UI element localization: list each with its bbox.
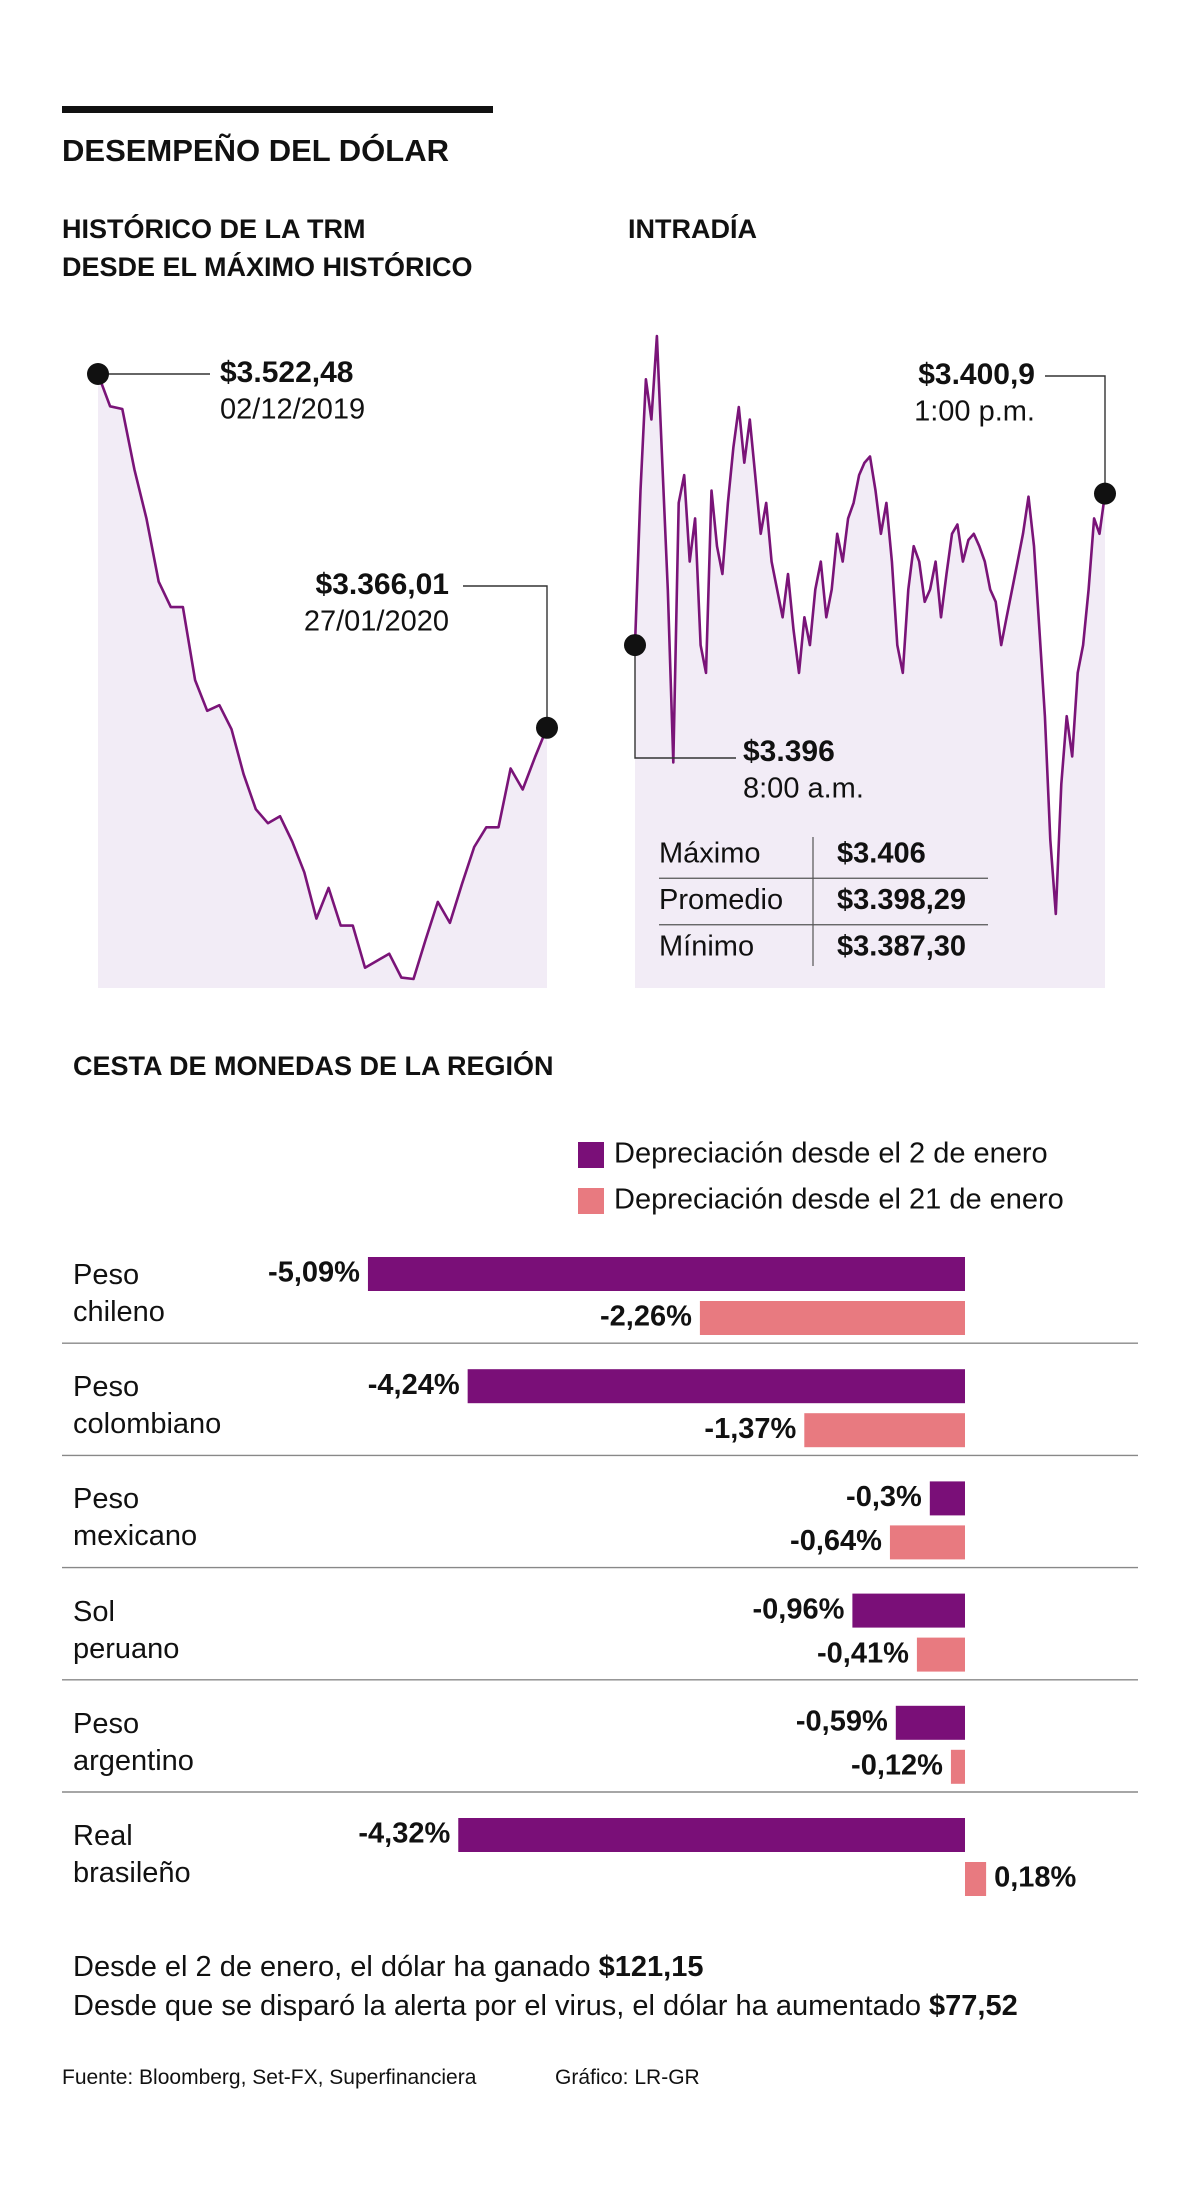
source: Fuente: Bloomberg, Set-FX, Superfinancie… (62, 2066, 477, 2089)
value-label: -1,37% (704, 1413, 796, 1445)
note-amount: $121,15 (598, 1951, 704, 1983)
value-label: -2,26% (600, 1301, 692, 1333)
date-label: 02/12/2019 (220, 394, 365, 426)
note-text: Desde el 2 de enero, el dólar ha ganado (73, 1951, 591, 1983)
value-label: $3.400,9 (918, 358, 1035, 391)
point (1094, 482, 1116, 505)
value-label: -0,41% (817, 1637, 909, 1669)
note: Desde el 2 de enero, el dólar ha ganado … (73, 1951, 703, 1984)
leader-line (634, 645, 736, 759)
category-label: Peso colombiano (73, 1371, 222, 1441)
bar (804, 1413, 965, 1448)
value-label: 0,18% (994, 1862, 1076, 1894)
bar (929, 1481, 965, 1516)
table-label: Promedio (659, 884, 783, 916)
bar (852, 1593, 965, 1628)
legend-swatch (578, 1188, 604, 1214)
point (624, 634, 646, 657)
table-value: $3.387,30 (837, 931, 966, 963)
leader-line (463, 585, 548, 728)
page-title: DESEMPEÑO DEL DÓLAR (62, 132, 449, 168)
area (98, 374, 547, 988)
date-label: 8:00 a.m. (743, 773, 864, 805)
credit: Gráfico: LR-GR (555, 2066, 700, 2089)
bar (889, 1525, 965, 1560)
category-label: Peso chileno (73, 1259, 165, 1328)
point (536, 716, 558, 739)
category-label: Sol peruano (73, 1595, 180, 1665)
category-label: Peso mexicano (73, 1483, 198, 1553)
note-amount: $77,52 (929, 1990, 1018, 2022)
category-label: Peso argentino (73, 1707, 194, 1777)
date-label: 27/01/2020 (304, 606, 449, 638)
bar (916, 1637, 965, 1672)
value-label: -5,09% (268, 1257, 360, 1289)
chart-title: CESTA DE MONEDAS DE LA REGIÓN (73, 1050, 554, 1081)
area (635, 336, 1105, 988)
value-label: -0,64% (790, 1525, 882, 1557)
line (96, 373, 549, 981)
table-label: Mínimo (659, 931, 754, 963)
value-label: -4,32% (358, 1818, 450, 1850)
table-label: Máximo (659, 838, 761, 870)
chart-title: DESDE EL MÁXIMO HISTÓRICO (62, 251, 473, 282)
line (633, 334, 1107, 916)
legend-label: Depreciación desde el 2 de enero (614, 1138, 1048, 1170)
note-text: Desde que se disparó la alerta por el vi… (73, 1990, 921, 2022)
point (87, 363, 109, 385)
date-label: 1:00 p.m. (914, 396, 1035, 428)
value-label: $3.366,01 (316, 568, 449, 601)
value-label: $3.522,48 (220, 356, 353, 389)
value-label: -0,3% (846, 1481, 922, 1513)
table-value: $3.398,29 (837, 884, 966, 916)
bar (895, 1705, 965, 1740)
legend-swatch (578, 1142, 604, 1168)
bar (367, 1257, 965, 1291)
category-label: Real brasileño (73, 1820, 191, 1889)
bar (950, 1749, 965, 1784)
value-label: -0,59% (796, 1705, 888, 1737)
note: Desde que se disparó la alerta por el vi… (73, 1990, 1018, 2023)
top-rule (62, 106, 493, 113)
value-label: -0,96% (753, 1593, 845, 1625)
value-label: -0,12% (851, 1749, 943, 1781)
value-label: $3.396 (743, 735, 835, 768)
bar (458, 1818, 965, 1852)
bar (467, 1369, 965, 1404)
value-label: -4,24% (368, 1369, 460, 1401)
legend-label: Depreciación desde el 21 de enero (614, 1184, 1064, 1216)
bar (699, 1301, 965, 1335)
bar (965, 1862, 987, 1896)
chart-title: INTRADÍA (628, 213, 757, 244)
chart-title: HISTÓRICO DE LA TRM (62, 213, 366, 244)
table-value: $3.406 (837, 838, 926, 870)
leader-line (1045, 375, 1106, 494)
